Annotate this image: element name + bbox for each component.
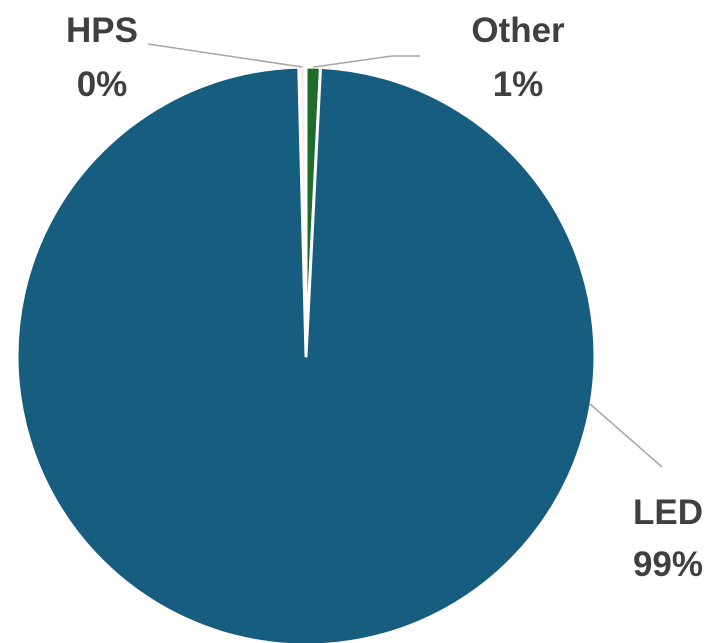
leader-line-other — [313, 55, 420, 68]
label-led-name: LED — [633, 493, 703, 532]
pie-slices — [15, 65, 597, 643]
label-hps-name: HPS — [66, 11, 138, 50]
label-other-name: Other — [471, 11, 565, 50]
label-hps-percent: 0% — [77, 65, 128, 104]
label-led-percent: 99% — [633, 545, 703, 584]
slice-led — [15, 65, 597, 643]
label-other-percent: 1% — [493, 65, 544, 104]
leader-line-hps — [147, 43, 303, 68]
slice-labels: HPS 0% Other 1% LED 99% — [66, 11, 703, 584]
leader-line-led — [589, 403, 663, 468]
leader-lines — [147, 43, 663, 468]
